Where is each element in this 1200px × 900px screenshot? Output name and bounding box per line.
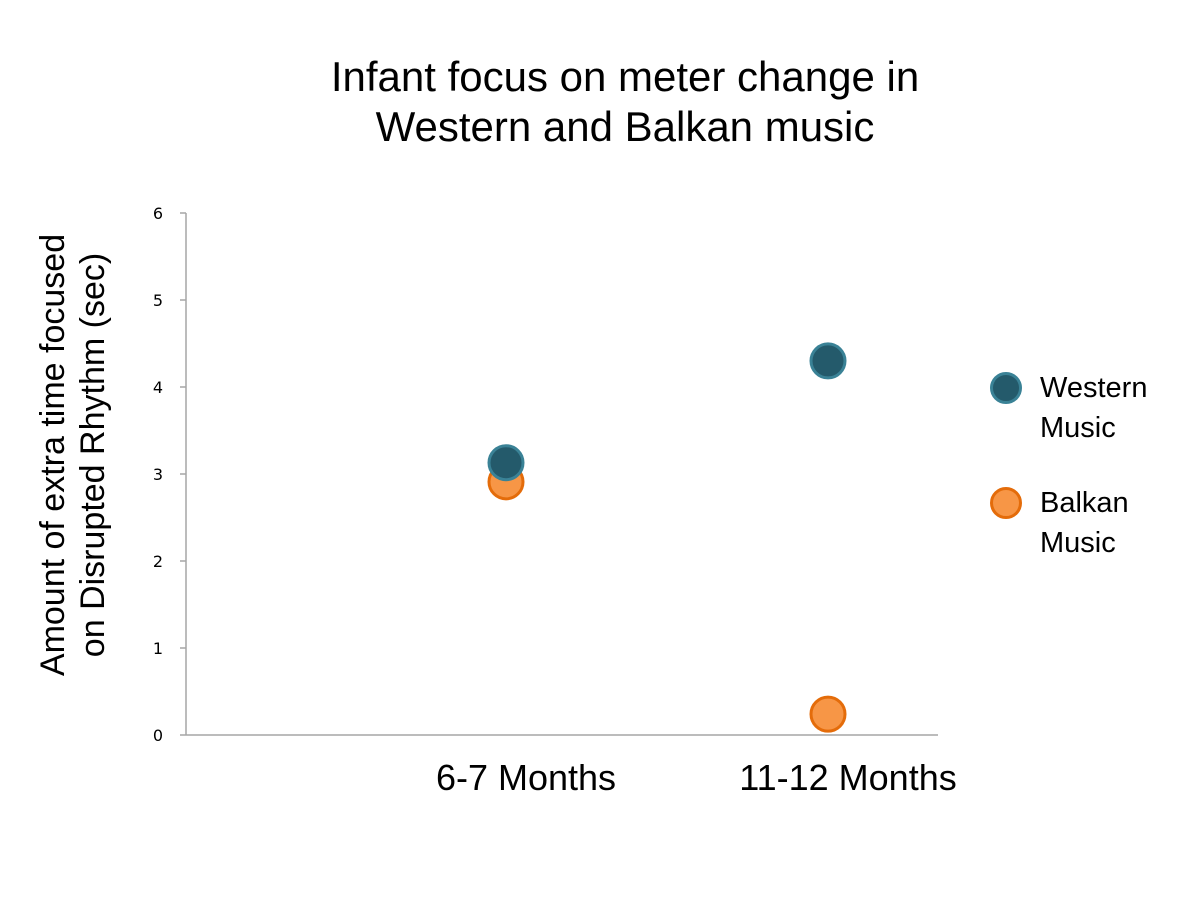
legend-item-western: Western Music <box>988 368 1180 468</box>
legend-label-balkan-line-2: Music <box>1040 527 1116 559</box>
y-tick-label: 0 <box>153 726 163 745</box>
x-category-label: 11-12 Months <box>739 757 956 798</box>
y-tick-label: 4 <box>153 378 163 397</box>
y-tick-label: 6 <box>153 204 163 223</box>
chart-title-line-1: Infant focus on meter change in <box>330 53 920 100</box>
x-category-label: 6-7 Months <box>436 757 616 798</box>
data-point-western <box>487 444 525 482</box>
y-tick-label: 5 <box>153 291 163 310</box>
y-tick-label: 3 <box>153 465 163 484</box>
legend-label-western-line-2: Music <box>1040 412 1116 444</box>
y-tick-label: 1 <box>153 639 163 658</box>
y-tick-label: 2 <box>153 552 163 571</box>
legend-swatch-western-icon <box>990 372 1022 404</box>
legend: Western Music Balkan Music <box>988 368 1180 583</box>
legend-label-western-line-1: Western <box>1040 372 1148 404</box>
data-point-western <box>809 342 847 380</box>
chart-title-line-2: Western and Balkan music <box>375 103 875 150</box>
axes: 0 1 2 3 4 5 6 6-7 Months 11-12 Months <box>153 204 957 798</box>
data-points <box>487 342 847 733</box>
legend-item-balkan: Balkan Music <box>988 483 1180 583</box>
legend-label-balkan-line-1: Balkan <box>1040 487 1129 519</box>
data-point-balkan <box>809 695 847 733</box>
legend-swatch-balkan-icon <box>990 487 1022 519</box>
chart-title: Infant focus on meter change in Western … <box>0 52 1200 152</box>
